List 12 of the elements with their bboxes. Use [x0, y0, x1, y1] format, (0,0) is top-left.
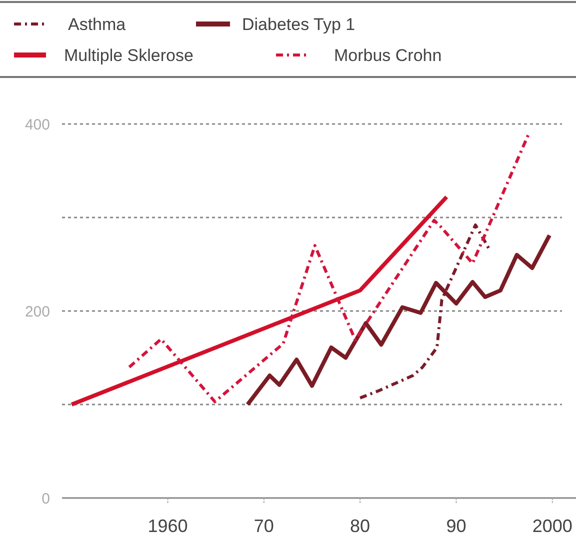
legend-label: Morbus Crohn [334, 46, 442, 65]
legend-label: Multiple Sklerose [64, 46, 194, 65]
y-tick-label: 200 [24, 303, 50, 320]
x-tick-label: 1960 [148, 516, 188, 536]
legend-label: Asthma [68, 14, 126, 34]
x-tick-label: 2000 [532, 516, 572, 536]
x-tick-label: 90 [446, 516, 466, 536]
x-tick-label: 70 [254, 516, 274, 536]
x-tick-label: 80 [350, 516, 370, 536]
y-tick-label: 0 [42, 490, 50, 508]
y-tick-label: 400 [24, 116, 50, 134]
legend-label: Diabetes Typ 1 [242, 14, 356, 34]
